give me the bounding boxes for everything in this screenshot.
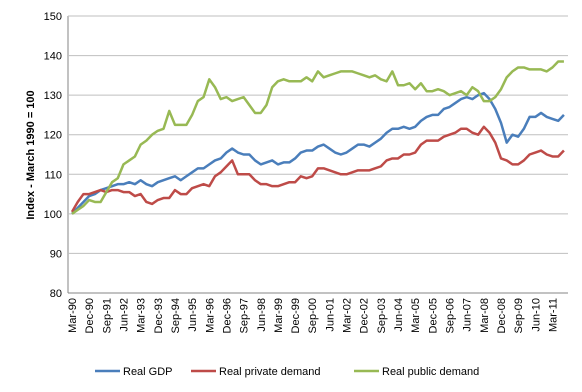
x-tick-label: Jun-10 <box>530 298 542 332</box>
x-tick-label: Sep-91 <box>101 298 113 333</box>
y-tick-label: 140 <box>44 51 62 63</box>
x-tick-label: Mar-05 <box>410 298 422 333</box>
x-tick-label: Mar-99 <box>273 298 285 333</box>
legend-label: Real public demand <box>382 366 479 378</box>
x-tick-label: Jun-07 <box>462 298 474 332</box>
x-tick-label: Jun-01 <box>324 298 336 332</box>
y-axis-title: Index - March 1990 = 100 <box>25 90 37 219</box>
y-tick-label: 120 <box>44 130 62 142</box>
x-tick-label: Dec-93 <box>153 298 165 333</box>
x-tick-label: Dec-96 <box>221 298 233 333</box>
legend-label: Real private demand <box>219 366 321 378</box>
x-tick-label: Dec-05 <box>427 298 439 333</box>
x-tick-label: Sep-06 <box>445 298 457 333</box>
y-tick-label: 110 <box>44 169 62 181</box>
x-tick-label: Mar-11 <box>547 298 559 332</box>
x-tick-label: Mar-96 <box>204 298 216 333</box>
x-tick-label: Mar-02 <box>342 298 354 333</box>
series-line <box>71 60 564 215</box>
x-tick-label: Jun-98 <box>256 298 268 332</box>
legend-label: Real GDP <box>123 366 173 378</box>
y-tick-label: 130 <box>44 90 62 102</box>
x-tick-label: Sep-03 <box>376 298 388 333</box>
x-tick-label: Mar-93 <box>136 298 148 333</box>
x-tick-label: Dec-90 <box>84 298 96 333</box>
x-tick-label: Mar-08 <box>479 298 491 333</box>
x-tick-label: Jun-95 <box>187 298 199 332</box>
x-tick-label: Jun-92 <box>118 298 130 332</box>
y-tick-label: 90 <box>50 248 62 260</box>
x-tick-label: Sep-00 <box>307 298 319 333</box>
x-tick-label: Sep-97 <box>239 298 251 333</box>
x-tick-label: Dec-08 <box>496 298 508 333</box>
y-tick-label: 150 <box>44 11 62 23</box>
series-line <box>71 91 565 215</box>
series-line <box>70 125 565 213</box>
x-tick-label: Sep-94 <box>170 298 182 333</box>
x-tick-label: Sep-09 <box>513 298 525 333</box>
y-tick-label: 80 <box>50 288 62 300</box>
x-tick-label: Mar-90 <box>67 298 79 333</box>
y-tick-label: 100 <box>44 209 62 221</box>
x-tick-label: Dec-99 <box>290 298 302 333</box>
x-tick-label: Jun-04 <box>393 298 405 332</box>
x-tick-label: Dec-02 <box>359 298 371 333</box>
